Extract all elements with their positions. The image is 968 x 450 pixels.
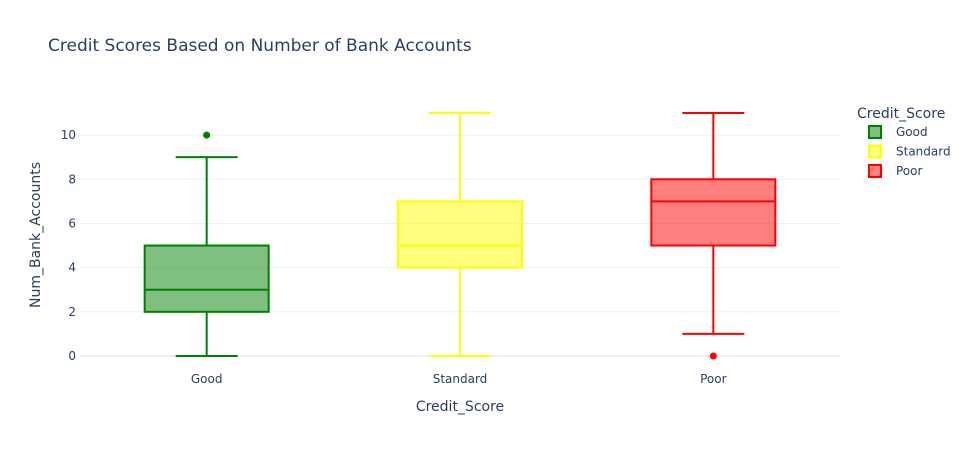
legend-title: Credit_Score (857, 106, 945, 122)
outlier-point (709, 352, 717, 360)
outlier-point (203, 131, 211, 139)
box-standard (397, 112, 523, 357)
box-traces (143, 112, 777, 360)
x-tick-label: Good (191, 372, 223, 386)
y-tick-label: 0 (68, 349, 76, 363)
y-tick-label: 6 (68, 216, 76, 230)
legend-label: Poor (896, 164, 922, 178)
y-tick-label: 8 (68, 172, 76, 186)
box-poor (650, 112, 777, 360)
legend[interactable]: Credit_Score Good Standard Poor (857, 106, 951, 178)
legend-item-poor[interactable]: Poor (868, 164, 922, 178)
y-tick-label: 4 (68, 261, 76, 275)
legend-swatch (868, 144, 882, 159)
x-tick-label: Poor (700, 372, 726, 386)
legend-item-standard[interactable]: Standard (868, 144, 951, 159)
y-tick-label: 10 (61, 128, 76, 142)
legend-label: Standard (896, 145, 951, 159)
x-tick-label: Standard (433, 372, 488, 386)
chart-title: Credit Scores Based on Number of Bank Ac… (48, 36, 472, 56)
iqr-box (650, 178, 777, 247)
legend-swatch (868, 125, 882, 139)
iqr-box (397, 200, 523, 269)
legend-label: Good (896, 125, 928, 139)
legend-swatch (868, 164, 882, 178)
x-axis-ticks: Good Standard Poor (191, 372, 727, 386)
y-axis-ticks: 0 2 4 6 8 10 (61, 128, 76, 363)
box-good (143, 131, 270, 357)
legend-item-good[interactable]: Good (868, 125, 928, 139)
x-axis-title: Credit_Score (416, 399, 504, 415)
y-axis-title: Num_Bank_Accounts (28, 162, 44, 308)
y-tick-label: 2 (68, 305, 76, 319)
iqr-box (143, 244, 270, 313)
